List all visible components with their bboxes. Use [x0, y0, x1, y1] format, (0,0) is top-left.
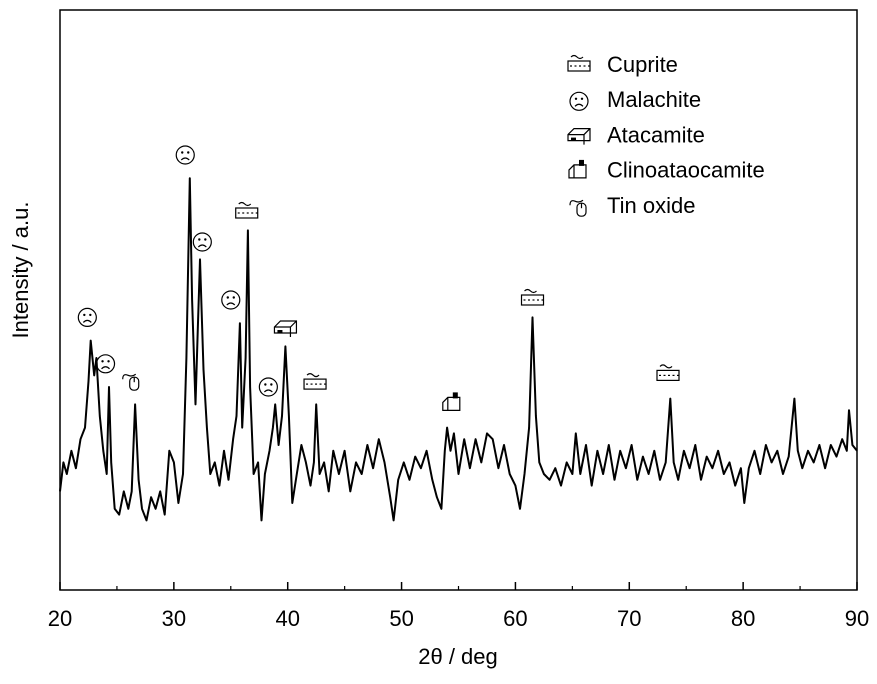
legend-symbol: [569, 199, 587, 217]
legend-label: Clinoataocamite: [607, 158, 765, 183]
symbol-part: [524, 288, 537, 294]
phase-marker: [77, 307, 97, 327]
phase-marker: [235, 201, 259, 219]
legend-symbol: [567, 54, 591, 72]
symbol-part: [232, 296, 235, 299]
phase-marker: [656, 364, 680, 381]
symbol-part: [570, 54, 584, 60]
symbol-part: [192, 232, 212, 252]
symbol-part: [580, 97, 584, 101]
legend-symbol: [568, 159, 587, 179]
symbol-part: [77, 307, 97, 327]
symbol-part: [198, 238, 201, 241]
legend-label: Tin oxide: [607, 193, 695, 218]
phase-marker: [192, 232, 212, 252]
symbol-part: [101, 366, 110, 370]
symbol-part: [442, 396, 461, 411]
symbol-part: [95, 354, 116, 374]
symbol-part: [569, 91, 589, 111]
x-tick-label: 50: [389, 606, 413, 631]
y-axis-label: Intensity / a.u.: [8, 202, 33, 339]
symbol-part: [238, 201, 252, 207]
legend-symbol: [567, 128, 591, 145]
symbol-part: [574, 103, 584, 107]
symbol-part: [659, 364, 673, 369]
symbol-part: [204, 238, 207, 241]
symbol-part: [82, 319, 92, 323]
phase-marker: [442, 392, 461, 411]
symbol-part: [221, 290, 241, 310]
symbol-part: [175, 145, 195, 165]
phase-marker: [122, 373, 140, 391]
symbol-part: [258, 377, 278, 397]
legend-label: Atacamite: [607, 122, 705, 147]
symbol-part: [181, 151, 184, 154]
phase-marker: [273, 320, 298, 337]
legend-symbol: [569, 91, 589, 111]
x-tick-label: 20: [48, 606, 72, 631]
symbol-part: [83, 313, 86, 317]
symbol-part: [180, 157, 190, 161]
symbol-part: [89, 313, 92, 317]
phase-marker: [95, 354, 116, 374]
phase-marker: [303, 373, 327, 390]
symbol-part: [264, 383, 267, 386]
x-tick-label: 90: [845, 606, 869, 631]
symbol-part: [574, 97, 578, 101]
symbol-part: [306, 373, 320, 378]
symbol-part: [571, 137, 576, 141]
symbol-part: [263, 389, 273, 393]
x-tick-label: 70: [617, 606, 641, 631]
symbol-part: [122, 373, 137, 380]
symbol-part: [568, 164, 587, 179]
symbol-part: [277, 330, 283, 333]
symbol-part: [579, 159, 584, 166]
symbol-part: [101, 360, 104, 363]
symbol-part: [226, 302, 236, 306]
symbol-part: [187, 151, 190, 154]
symbol-part: [569, 199, 584, 206]
x-tick-label: 60: [503, 606, 527, 631]
symbol-part: [107, 360, 110, 363]
phase-marker: [221, 290, 241, 310]
legend-label: Malachite: [607, 87, 701, 112]
phase-marker: [175, 145, 195, 165]
symbol-part: [270, 383, 273, 386]
x-tick-label: 80: [731, 606, 755, 631]
symbol-part: [452, 392, 458, 399]
symbol-part: [226, 296, 229, 299]
symbol-part: [273, 320, 298, 337]
phase-marker: [520, 288, 545, 306]
plot-frame: [59, 9, 858, 591]
phase-marker: [258, 377, 278, 397]
legend-label: Cuprite: [607, 52, 678, 77]
x-tick-label: 30: [162, 606, 186, 631]
xrd-pattern: [59, 177, 858, 522]
x-axis-label: 2θ / deg: [418, 644, 498, 669]
symbol-part: [197, 244, 207, 248]
symbol-part: [567, 128, 591, 145]
x-tick-label: 40: [275, 606, 299, 631]
